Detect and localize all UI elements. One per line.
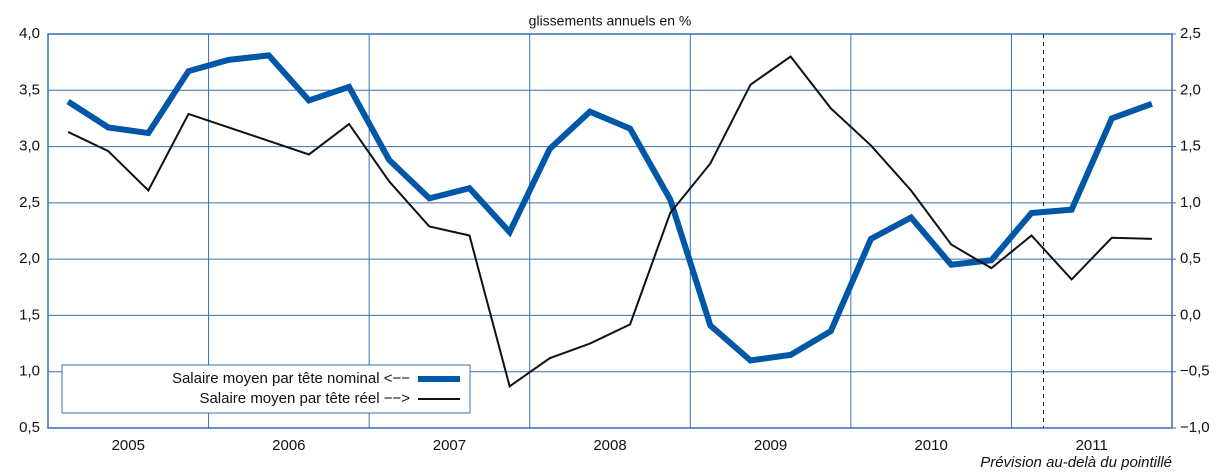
y2-tick-label: 1,5 xyxy=(1180,138,1201,155)
y-tick-label: 0,5 xyxy=(19,419,40,436)
y2-tick-label: 0,5 xyxy=(1180,250,1201,267)
y2-tick-label: −0,5 xyxy=(1180,363,1210,380)
y-tick-label: 1,5 xyxy=(19,306,40,323)
y2-tick-label: 0,0 xyxy=(1180,306,1201,323)
x-tick-label: 2006 xyxy=(272,437,305,454)
x-tick-label: 2011 xyxy=(1076,437,1108,454)
annotation: Prévision au-delà du pointillé xyxy=(980,454,1172,471)
legend-label: Salaire moyen par tête nominal <−− xyxy=(172,370,410,387)
series-line xyxy=(66,52,1153,364)
y2-tick-label: 1,0 xyxy=(1180,194,1201,211)
series-line xyxy=(67,55,1152,388)
x-tick-label: 2007 xyxy=(433,437,466,454)
plot-frame xyxy=(47,33,1173,429)
y-tick-label: 2,5 xyxy=(19,194,40,211)
y-tick-label: 4,0 xyxy=(19,25,40,42)
y-tick-label: 3,5 xyxy=(19,81,40,98)
x-tick-label: 2008 xyxy=(593,437,626,454)
x-tick-label: 2009 xyxy=(754,437,787,454)
y-tick-label: 3,0 xyxy=(19,138,40,155)
y2-tick-label: 2,0 xyxy=(1180,81,1201,98)
y2-tick-label: 2,5 xyxy=(1180,25,1201,42)
legend-label: Salaire moyen par tête réel −−> xyxy=(199,390,410,407)
x-tick-label: 2010 xyxy=(914,437,947,454)
y2-tick-label: −1,0 xyxy=(1180,419,1210,436)
y-tick-label: 1,0 xyxy=(19,363,40,380)
x-tick-label: 2005 xyxy=(112,437,145,454)
chart-title: glissements annuels en % xyxy=(529,13,692,29)
y-tick-label: 2,0 xyxy=(19,250,40,267)
legend-box xyxy=(61,364,471,414)
